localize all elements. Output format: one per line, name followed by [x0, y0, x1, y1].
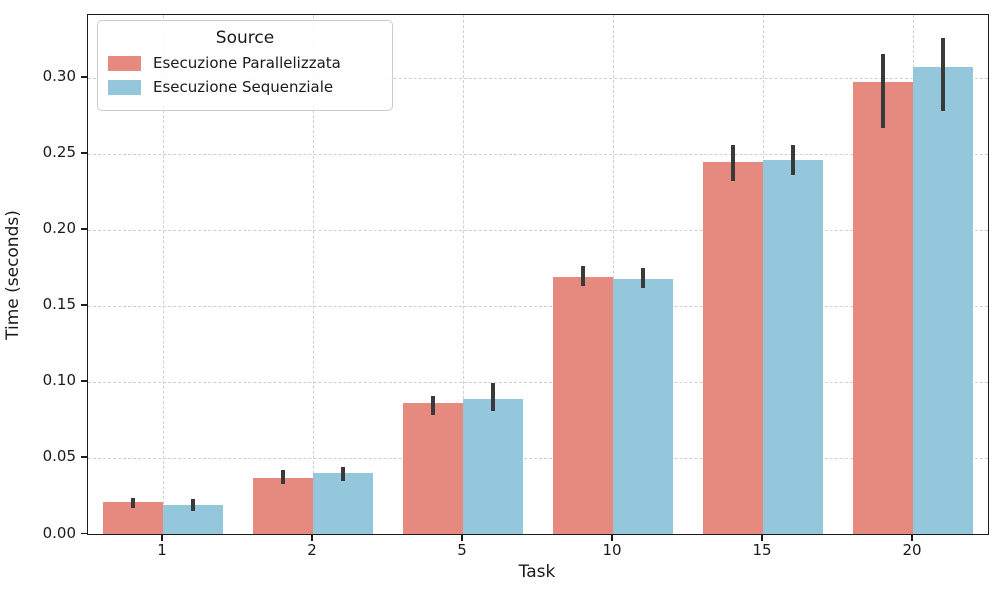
legend-label: Esecuzione Sequenziale: [153, 78, 334, 96]
y-tick-mark: [81, 380, 87, 382]
y-gridline: [88, 305, 988, 307]
bar-sequential: [313, 473, 373, 534]
error-bar: [581, 266, 585, 287]
legend-swatch-icon: [108, 55, 141, 71]
y-tick-mark: [81, 228, 87, 230]
x-gridline: [313, 15, 314, 534]
bar-parallel: [553, 277, 613, 534]
y-gridline: [88, 457, 988, 459]
x-gridline: [463, 15, 464, 534]
error-bar: [191, 499, 195, 512]
x-tick-mark: [461, 534, 463, 541]
x-tick-label: 5: [457, 541, 467, 559]
bar-sequential: [913, 67, 973, 534]
error-bar: [431, 395, 435, 416]
error-bar: [131, 497, 135, 509]
error-bar: [881, 53, 885, 129]
bar-parallel: [403, 403, 463, 534]
x-tick-label: 15: [752, 541, 772, 559]
x-tick-mark: [161, 534, 163, 541]
y-tick-mark: [81, 532, 87, 534]
legend-swatch-icon: [108, 79, 141, 95]
y-gridline: [88, 229, 988, 231]
y-tick-mark: [81, 152, 87, 154]
y-tick-label: 0.30: [42, 67, 76, 86]
error-bar: [731, 144, 735, 182]
x-tick-label: 20: [902, 541, 922, 559]
bar-parallel: [853, 82, 913, 534]
y-tick-label: 0.15: [42, 295, 76, 314]
y-tick-label: 0.10: [42, 371, 76, 390]
legend-entries: Esecuzione Parallelizzata Esecuzione Sequ…: [106, 54, 384, 96]
x-tick-label: 1: [157, 541, 167, 559]
y-gridline: [88, 77, 988, 79]
error-bar: [791, 144, 795, 176]
y-gridline: [88, 153, 988, 155]
y-tick-label: 0.20: [42, 219, 76, 238]
bar-parallel: [253, 477, 313, 534]
y-tick-mark: [81, 304, 87, 306]
x-gridline: [613, 15, 614, 534]
x-tick-mark: [311, 534, 313, 541]
error-bar: [491, 383, 495, 411]
error-bar: [281, 470, 285, 484]
bar-sequential: [763, 160, 823, 534]
x-tick-label: 2: [307, 541, 317, 559]
error-bar: [641, 267, 645, 288]
x-axis-label: Task: [518, 562, 556, 582]
x-tick-mark: [761, 534, 763, 541]
plot-area: Source Esecuzione Parallelizzata Esecuzio…: [87, 14, 989, 535]
legend: Source Esecuzione Parallelizzata Esecuzio…: [97, 20, 393, 111]
x-tick-mark: [911, 534, 913, 541]
bar-sequential: [463, 398, 523, 534]
legend-entry: Esecuzione Parallelizzata: [108, 54, 382, 72]
y-tick-mark: [81, 76, 87, 78]
y-tick-label: 0.05: [42, 447, 76, 466]
x-gridline: [163, 15, 164, 534]
error-bar: [941, 38, 945, 112]
bar-sequential: [613, 278, 673, 534]
legend-label: Esecuzione Parallelizzata: [153, 54, 341, 72]
x-tick-label: 10: [602, 541, 622, 559]
y-tick-label: 0.25: [42, 143, 76, 162]
legend-entry: Esecuzione Sequenziale: [108, 78, 382, 96]
y-gridline: [88, 381, 988, 383]
bar-parallel: [703, 161, 763, 534]
y-tick-mark: [81, 456, 87, 458]
legend-title: Source: [215, 28, 275, 48]
x-tick-mark: [611, 534, 613, 541]
y-tick-label: 0.00: [42, 523, 76, 542]
error-bar: [341, 467, 345, 481]
